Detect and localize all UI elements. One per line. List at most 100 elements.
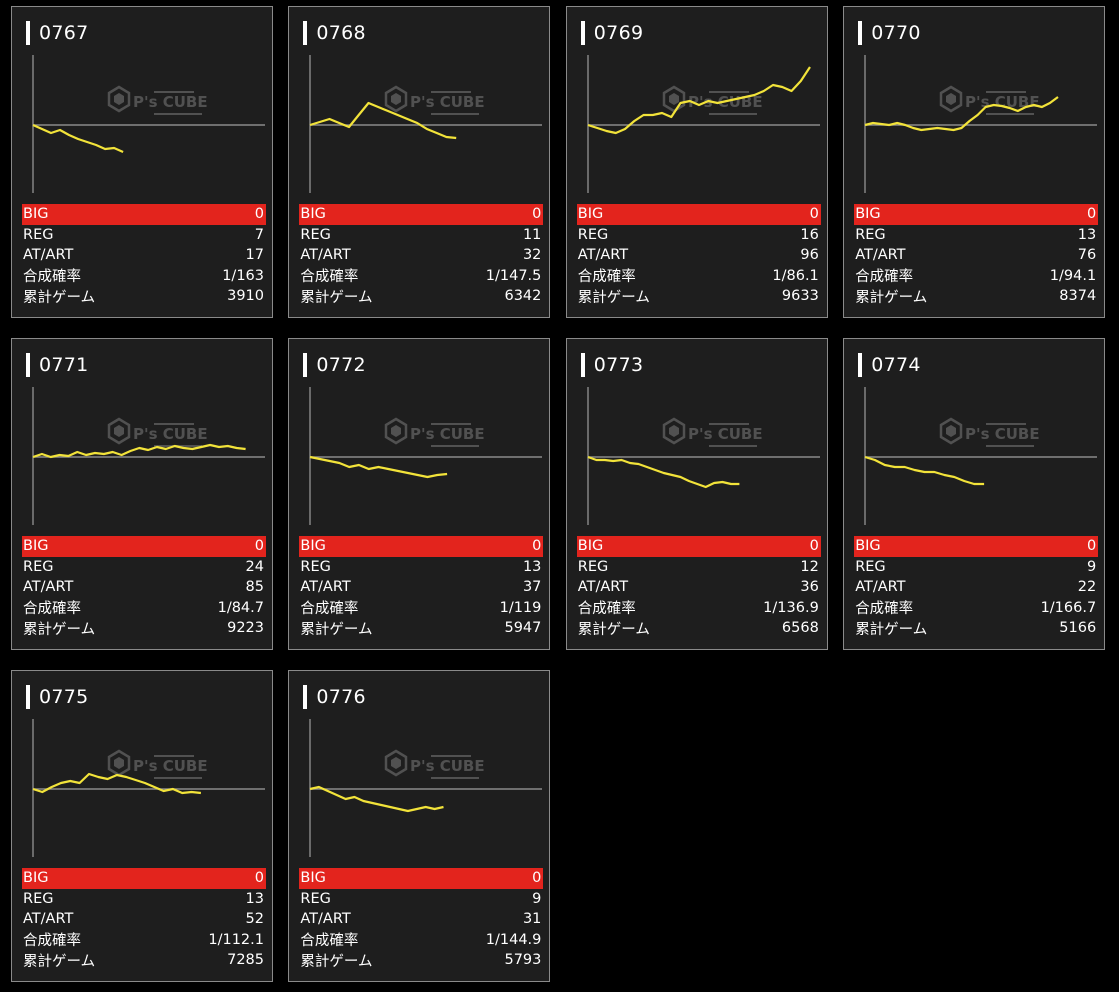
watermark-caption-line — [154, 113, 202, 115]
big-label: BIG — [855, 206, 881, 223]
big-value: 0 — [1086, 538, 1097, 555]
cube-logo-icon — [107, 417, 131, 445]
slump-graph: P's CUBE — [864, 55, 1098, 193]
big-row: BIG 0 — [299, 204, 544, 225]
machine-card[interactable]: 0769 P's CUBE BIG 0 REG 16 AT/ART 96 合成確率 1/86.1 累… — [565, 6, 828, 318]
title-accent-bar — [303, 353, 308, 377]
reg-label: REG — [577, 226, 609, 243]
big-label: BIG — [23, 538, 49, 555]
reg-value: 13 — [245, 890, 264, 907]
reg-value: 13 — [1077, 226, 1097, 243]
machine-number: 0775 — [39, 686, 89, 708]
reg-value: 9 — [1086, 558, 1097, 575]
total-games-row: 累計ゲーム 6568 — [577, 618, 821, 639]
big-row: BIG 0 — [576, 536, 821, 557]
big-label: BIG — [577, 206, 604, 223]
machine-card[interactable]: 0771 P's CUBE BIG 0 REG 24 AT/ART 85 合成確率 1/84.7 累… — [11, 338, 273, 650]
machine-title: 0769 — [580, 19, 644, 47]
watermark-brand: P's CUBE — [410, 757, 485, 775]
machine-card[interactable]: 0773 P's CUBE BIG 0 REG 12 AT/ART 36 合成確率 1/136.9… — [565, 338, 828, 650]
watermark: P's CUBE — [385, 85, 485, 115]
machine-title: 0773 — [580, 351, 644, 379]
big-row: BIG 0 — [299, 868, 544, 889]
machine-title: 0775 — [26, 683, 89, 711]
slump-graph: P's CUBE — [864, 387, 1098, 525]
prob-label: 合成確率 — [300, 269, 359, 286]
cube-logo-icon — [662, 417, 686, 445]
atart-label: AT/ART — [300, 911, 351, 928]
prob-label: 合成確率 — [300, 601, 359, 618]
machine-number: 0771 — [39, 354, 89, 376]
cube-logo-icon — [107, 749, 131, 777]
machine-number: 0768 — [316, 22, 366, 44]
reg-row: REG 13 — [299, 557, 543, 578]
games-value: 8374 — [1059, 288, 1097, 305]
slump-graph: P's CUBE — [32, 55, 265, 193]
probability-row: 合成確率 1/166.7 — [854, 598, 1098, 619]
atart-label: AT/ART — [300, 247, 351, 264]
games-label: 累計ゲーム — [300, 953, 373, 970]
slump-graph: P's CUBE — [309, 719, 543, 857]
machine-card[interactable]: 0775 P's CUBE BIG 0 REG 13 AT/ART 52 合成確率 1/112.1… — [11, 670, 273, 982]
reg-row: REG 9 — [854, 557, 1098, 578]
reg-value: 12 — [800, 558, 819, 575]
machine-card[interactable]: 0768 P's CUBE BIG 0 REG 11 AT/ART 32 合成確率 1/147.5… — [288, 6, 551, 318]
trend-line — [32, 123, 124, 154]
big-value: 0 — [254, 870, 264, 887]
games-label: 累計ゲーム — [300, 621, 373, 638]
reg-value: 24 — [245, 558, 264, 575]
title-accent-bar — [26, 685, 30, 709]
reg-row: REG 24 — [22, 557, 266, 578]
trend-line — [864, 96, 1059, 132]
reg-value: 7 — [254, 226, 264, 243]
watermark-caption-line — [708, 113, 757, 115]
machine-card[interactable]: 0776 P's CUBE BIG 0 REG 9 AT/ART 31 合成確率 1/144.9 累… — [288, 670, 551, 982]
big-row: BIG 0 — [22, 204, 266, 225]
machine-card[interactable]: 0767 P's CUBE BIG 0 REG 7 AT/ART 17 合成確率 1/163 累計ゲ… — [11, 6, 273, 318]
machine-card[interactable]: 0774 P's CUBE BIG 0 REG 9 AT/ART 22 合成確率 1/166.7 累… — [843, 338, 1106, 650]
title-accent-bar — [580, 353, 585, 377]
atart-label: AT/ART — [577, 579, 629, 596]
trend-line — [310, 101, 457, 140]
machine-card[interactable]: 0770 P's CUBE BIG 0 REG 13 AT/ART 76 合成確率 1/94.1 累… — [843, 6, 1106, 318]
reg-label: REG — [855, 226, 886, 243]
machine-number: 0769 — [593, 22, 644, 44]
prob-value: 1/86.1 — [772, 267, 819, 284]
prob-label: 合成確率 — [300, 933, 359, 950]
reg-label: REG — [300, 558, 331, 575]
prob-value: 1/119 — [499, 599, 542, 616]
big-row: BIG 0 — [854, 536, 1099, 557]
reg-value: 16 — [800, 226, 819, 243]
trend-line — [587, 455, 740, 489]
games-label: 累計ゲーム — [577, 621, 650, 638]
atart-label: AT/ART — [577, 247, 629, 264]
watermark-brand: P's CUBE — [133, 93, 208, 111]
big-row: BIG 0 — [576, 204, 821, 225]
total-games-row: 累計ゲーム 6342 — [299, 286, 543, 307]
machine-title: 0767 — [26, 19, 89, 47]
prob-label: 合成確率 — [23, 269, 81, 286]
machine-card[interactable]: 0772 P's CUBE BIG 0 REG 13 AT/ART 37 合成確率 1/119 累計… — [288, 338, 551, 650]
machine-number: 0770 — [871, 22, 921, 44]
machine-title: 0772 — [303, 351, 366, 379]
watermark-caption-line — [986, 91, 1027, 93]
games-value: 5166 — [1059, 620, 1097, 637]
big-row: BIG 0 — [854, 204, 1099, 225]
cube-logo-icon — [385, 417, 408, 445]
machine-title: 0774 — [858, 351, 921, 379]
atart-row: AT/ART 31 — [299, 909, 543, 930]
atart-value: 22 — [1077, 579, 1097, 596]
reg-label: REG — [23, 226, 54, 243]
watermark-caption-line — [431, 91, 472, 93]
machine-title: 0770 — [858, 19, 921, 47]
watermark-caption-line — [431, 423, 472, 425]
atart-row: AT/ART 36 — [577, 577, 821, 598]
atart-row: AT/ART 85 — [22, 577, 266, 598]
watermark: P's CUBE — [939, 417, 1040, 447]
prob-label: 合成確率 — [23, 601, 81, 618]
reg-label: REG — [23, 890, 54, 907]
games-value: 7285 — [227, 952, 264, 969]
reg-label: REG — [23, 558, 54, 575]
watermark-brand: P's CUBE — [410, 93, 485, 111]
trend-line — [32, 443, 246, 459]
